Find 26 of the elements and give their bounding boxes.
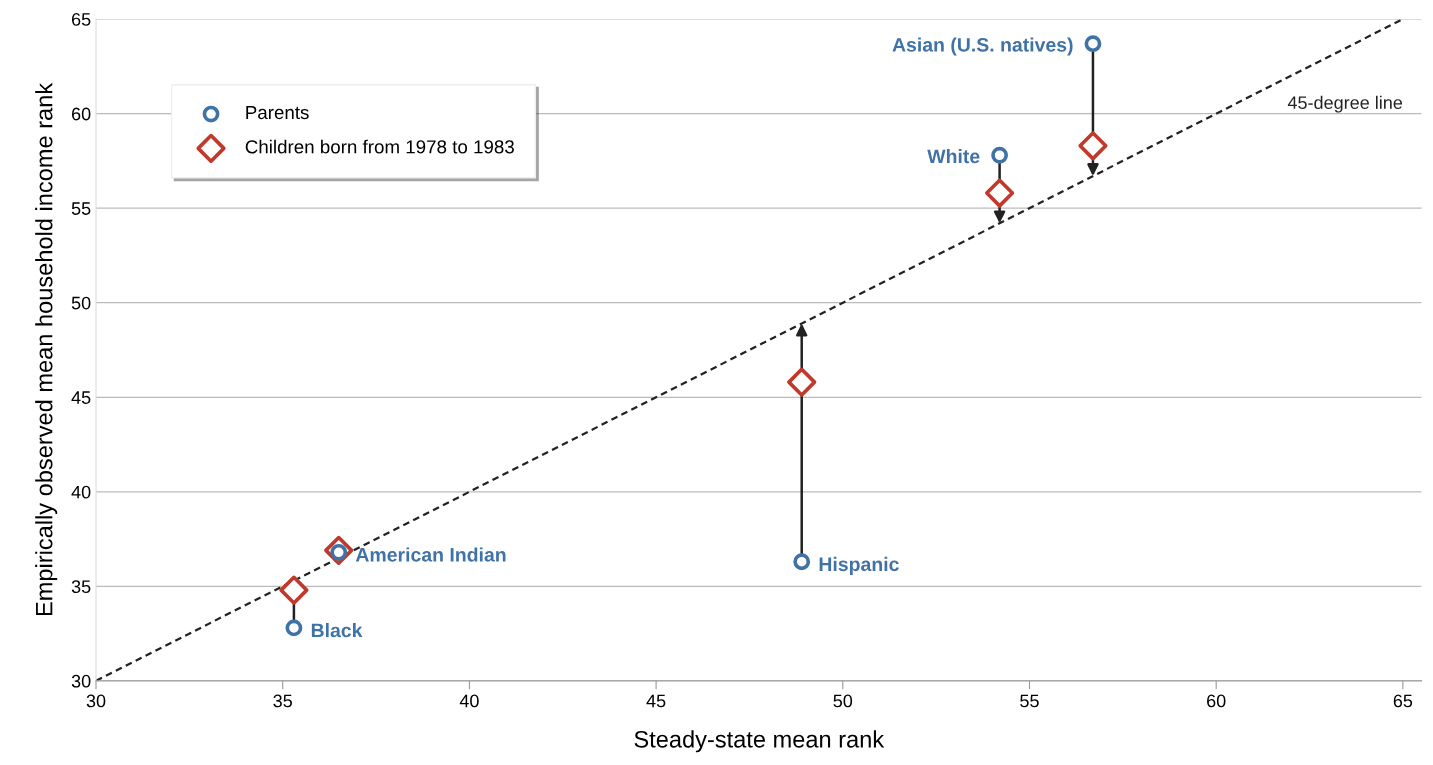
y-tick-label: 55 bbox=[71, 202, 91, 215]
x-tick-label: 50 bbox=[833, 694, 853, 708]
y-tick-label: 30 bbox=[71, 674, 91, 688]
x-axis-title: Steady-state mean rank bbox=[634, 730, 885, 753]
x-tick-label: 65 bbox=[1393, 694, 1413, 708]
y-tick-label: 40 bbox=[71, 485, 91, 499]
x-tick-label: 55 bbox=[1020, 694, 1039, 708]
annotation: White bbox=[927, 148, 980, 164]
legend-label: Parents bbox=[246, 106, 309, 120]
y-tick-label: 35 bbox=[71, 580, 91, 594]
annotation: Asian (U.S. natives) bbox=[892, 37, 1073, 56]
y-tick-label: 50 bbox=[71, 296, 91, 310]
y-tick-label: 65 bbox=[71, 13, 91, 26]
legend-label: Children born from 1978 to 1983 bbox=[245, 139, 514, 154]
y-tick-label: 60 bbox=[71, 107, 91, 121]
series-label: 45-degree line bbox=[1287, 95, 1403, 113]
annotation: Hispanic bbox=[819, 556, 899, 575]
x-tick-label: 40 bbox=[459, 694, 479, 708]
annotation: Black bbox=[311, 623, 363, 638]
y-axis-title: Empirically observed mean household income rank bbox=[35, 82, 58, 616]
annotation: American Indian bbox=[355, 547, 506, 562]
x-tick-label: 45 bbox=[646, 694, 666, 708]
x-tick-label: 60 bbox=[1207, 694, 1226, 708]
x-tick-label: 30 bbox=[86, 694, 106, 708]
y-tick-label: 45 bbox=[71, 391, 91, 404]
x-tick-label: 35 bbox=[273, 694, 292, 708]
